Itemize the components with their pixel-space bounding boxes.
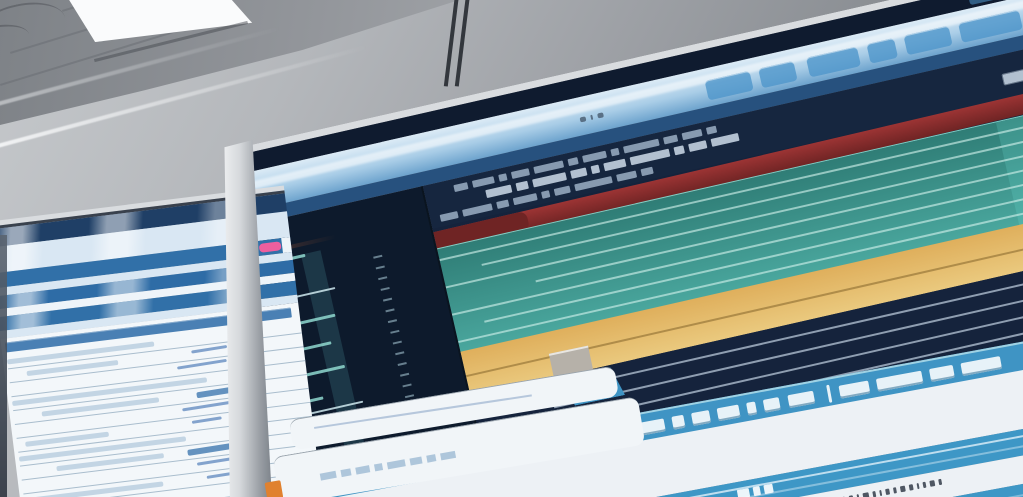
- sketch-dash: [319, 470, 337, 481]
- page-annotation-mark: [191, 344, 228, 354]
- glyph-run: [453, 182, 468, 192]
- sketch-dash: [355, 465, 371, 475]
- glyph-run: [673, 145, 685, 155]
- tick-mark: [393, 341, 402, 345]
- status-glyph: [737, 488, 750, 497]
- toolbar-glyph-button: [838, 380, 870, 398]
- paren-mark: [597, 112, 604, 118]
- glyph-run: [616, 170, 637, 181]
- toolbar-glyph-button: [717, 405, 741, 422]
- text-dash: [917, 483, 920, 489]
- glyph-run: [574, 176, 613, 191]
- text-dash: [872, 491, 876, 497]
- toolbar-glyph-button: [876, 371, 924, 392]
- toolbar-glyph-button: [787, 391, 815, 409]
- glyph-run: [485, 185, 512, 199]
- glyph-run: [462, 203, 493, 216]
- text-dash: [893, 487, 897, 493]
- glyph-run: [515, 181, 528, 191]
- glyph-run: [511, 168, 530, 179]
- tick-mark: [388, 319, 397, 323]
- sketch-dash: [440, 450, 457, 461]
- glyph-run: [513, 193, 538, 205]
- tick-mark: [376, 265, 385, 269]
- toolbar-separator: [826, 385, 832, 403]
- glyph-run: [498, 173, 507, 182]
- status-glyph: [753, 486, 762, 496]
- power-cable: [454, 0, 470, 87]
- sketch-dash: [386, 459, 406, 470]
- glyph-run: [630, 149, 671, 166]
- text-dash: [938, 479, 942, 485]
- glyph-run: [554, 186, 571, 196]
- toolbar-glyph-button: [960, 356, 1002, 376]
- tick-mark: [398, 362, 407, 366]
- glyph-run: [582, 151, 607, 163]
- tick-mark: [390, 330, 399, 334]
- toolbar-glyph-button: [691, 410, 711, 426]
- pink-accent-badge: [258, 241, 282, 253]
- page-annotation-mark: [191, 416, 222, 424]
- text-dash: [862, 492, 869, 497]
- glyph-run: [533, 160, 564, 173]
- text-dash: [879, 490, 882, 496]
- orange-square-badge: [264, 480, 284, 497]
- toolbar-glyph-button: [929, 365, 955, 382]
- tick-mark: [378, 276, 387, 280]
- tick-mark: [402, 383, 411, 387]
- glyph-run: [610, 148, 619, 157]
- toolbar-glyph-button: [763, 397, 781, 413]
- glyph-run: [532, 172, 567, 187]
- glyph-run: [567, 157, 578, 166]
- glyph-run: [682, 129, 703, 140]
- text-dash: [922, 482, 926, 488]
- glyph-run: [570, 167, 587, 178]
- status-glyph: [763, 484, 773, 494]
- glyph-run: [541, 190, 550, 199]
- page-annotation-mark: [196, 456, 235, 466]
- glyph-run: [591, 165, 601, 175]
- sketch-dash: [409, 456, 423, 466]
- paren-mark: [580, 116, 587, 122]
- glyph-run: [711, 133, 740, 147]
- toolbar-glyph-button: [671, 415, 685, 430]
- sketch-dash: [426, 454, 437, 463]
- left-monitor-bezel-edge: [0, 235, 7, 497]
- glyph-run: [496, 199, 509, 208]
- glyph-run: [640, 167, 653, 176]
- text-dash: [900, 486, 906, 493]
- page-annotation-mark: [187, 442, 234, 456]
- tick-mark: [381, 287, 390, 291]
- text-dash: [885, 488, 890, 495]
- paren-mark: [590, 115, 593, 120]
- glyph-run: [1003, 69, 1023, 85]
- tick-mark: [395, 351, 404, 355]
- sketch-dash: [340, 468, 352, 478]
- glyph-run: [663, 134, 678, 144]
- text-dash: [929, 480, 935, 487]
- sketch-dash: [373, 463, 384, 472]
- text-dash: [909, 484, 914, 491]
- glyph-run: [603, 159, 626, 172]
- glyph-run: [472, 176, 495, 188]
- tick-mark: [373, 255, 382, 259]
- tick-mark: [385, 308, 394, 312]
- stripe-highlight: [281, 237, 292, 254]
- glyph-run: [706, 126, 717, 135]
- toolbar-glyph-button: [746, 401, 757, 415]
- tick-mark: [400, 373, 409, 377]
- tick-mark: [383, 298, 392, 302]
- glyph-run: [688, 140, 707, 152]
- glyph-run: [440, 211, 459, 222]
